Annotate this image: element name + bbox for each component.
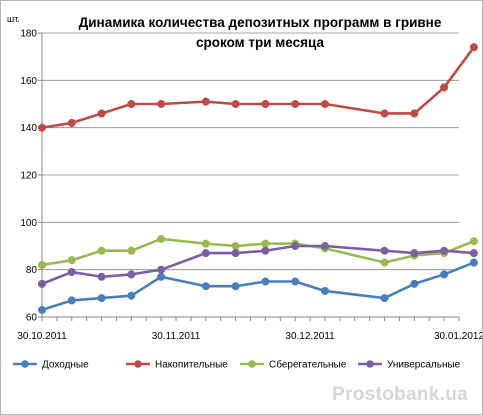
data-point xyxy=(127,270,136,279)
y-tick-label: 100 xyxy=(20,218,37,229)
data-point xyxy=(127,291,136,300)
series-line xyxy=(41,244,474,286)
series-4 xyxy=(37,241,478,288)
legend-item: Накопительные xyxy=(126,360,228,371)
data-point xyxy=(320,241,330,251)
data-point xyxy=(469,43,478,52)
data-point xyxy=(37,260,47,269)
legend-item: Универсальные xyxy=(358,360,461,371)
data-point xyxy=(157,99,166,109)
data-point xyxy=(380,294,389,303)
data-point xyxy=(291,277,300,286)
data-point xyxy=(469,249,478,258)
data-point xyxy=(201,97,210,106)
y-tick-labels: 60 80 100 120 140 160 180 xyxy=(20,29,37,324)
data-point xyxy=(67,296,76,305)
legend-swatch-marker xyxy=(134,360,142,368)
x-tick-label: 30.01.2012 xyxy=(434,331,482,342)
data-point xyxy=(97,294,106,303)
data-point xyxy=(440,83,449,92)
data-point xyxy=(410,109,419,118)
y-tick-label: 160 xyxy=(20,76,37,87)
legend-swatch-marker xyxy=(366,360,374,368)
y-tick-label: 60 xyxy=(26,313,38,324)
legend-swatch-marker xyxy=(21,360,29,368)
data-point xyxy=(380,109,389,118)
chart-title-line-2: сроком три месяца xyxy=(196,35,324,50)
x-tick-label: 30.11.2011 xyxy=(152,331,201,342)
data-point xyxy=(201,282,210,291)
data-point xyxy=(37,123,47,132)
data-point xyxy=(231,282,240,291)
x-tick-label: 30.12.2011 xyxy=(285,331,335,342)
data-point xyxy=(410,279,419,288)
y-axis-label: шт. xyxy=(7,14,20,24)
data-point xyxy=(380,246,389,255)
legend-item: Доходные xyxy=(13,360,89,371)
data-point xyxy=(37,305,47,314)
series-layer xyxy=(37,43,478,314)
series-line xyxy=(41,46,475,129)
x-tick-labels: 30.10.2011 30.11.2011 30.12.2011 30.01.2012 xyxy=(17,331,482,342)
data-point xyxy=(67,267,76,277)
data-point xyxy=(127,246,136,255)
legend-label: Универсальные xyxy=(387,360,461,371)
data-point xyxy=(97,246,106,255)
data-point xyxy=(231,249,240,258)
data-point xyxy=(157,265,166,274)
data-point xyxy=(410,249,419,258)
data-point xyxy=(37,279,47,288)
legend-swatch-marker xyxy=(248,360,256,368)
data-point xyxy=(291,99,300,109)
axes xyxy=(38,32,460,321)
x-tick-label: 30.10.2011 xyxy=(17,331,67,342)
y-tick-label: 140 xyxy=(20,123,37,134)
data-point xyxy=(440,246,449,255)
series-line xyxy=(41,237,475,267)
data-point xyxy=(469,258,478,267)
data-point xyxy=(201,239,210,248)
legend-label: Накопительные xyxy=(155,360,228,371)
data-point xyxy=(261,277,270,286)
watermark-logo: Prostobank.ua xyxy=(332,384,468,405)
data-point xyxy=(261,99,270,109)
data-point xyxy=(67,118,76,127)
data-point xyxy=(231,241,240,251)
data-point xyxy=(231,99,240,109)
series-line xyxy=(41,261,475,312)
data-point xyxy=(201,249,210,258)
data-point xyxy=(97,109,106,118)
data-point xyxy=(157,272,166,281)
data-point xyxy=(380,258,389,267)
data-point xyxy=(97,272,106,281)
legend-item: Сберегательные xyxy=(240,359,347,371)
gridlines xyxy=(42,32,459,271)
data-point xyxy=(261,239,270,248)
chart-title-line-1: Динамика количества депозитных программ … xyxy=(79,15,442,30)
data-point xyxy=(469,237,478,246)
data-point xyxy=(127,99,136,109)
data-point xyxy=(320,99,330,109)
data-point xyxy=(291,241,300,251)
legend-label: Доходные xyxy=(42,360,89,371)
y-tick-label: 80 xyxy=(26,265,38,276)
data-point xyxy=(320,286,330,296)
data-point xyxy=(261,246,270,255)
legend-label: Сберегательные xyxy=(269,359,347,371)
legend: Доходные Накопительные Сберегательные Униве… xyxy=(13,359,461,371)
data-point xyxy=(157,234,166,243)
y-tick-label: 120 xyxy=(20,171,37,182)
series-1 xyxy=(37,258,478,314)
data-point xyxy=(67,256,76,265)
data-point xyxy=(440,270,449,279)
series-2 xyxy=(37,43,478,132)
y-tick-label: 180 xyxy=(20,29,37,40)
chart-title: Динамика количества депозитных программ … xyxy=(79,15,442,50)
